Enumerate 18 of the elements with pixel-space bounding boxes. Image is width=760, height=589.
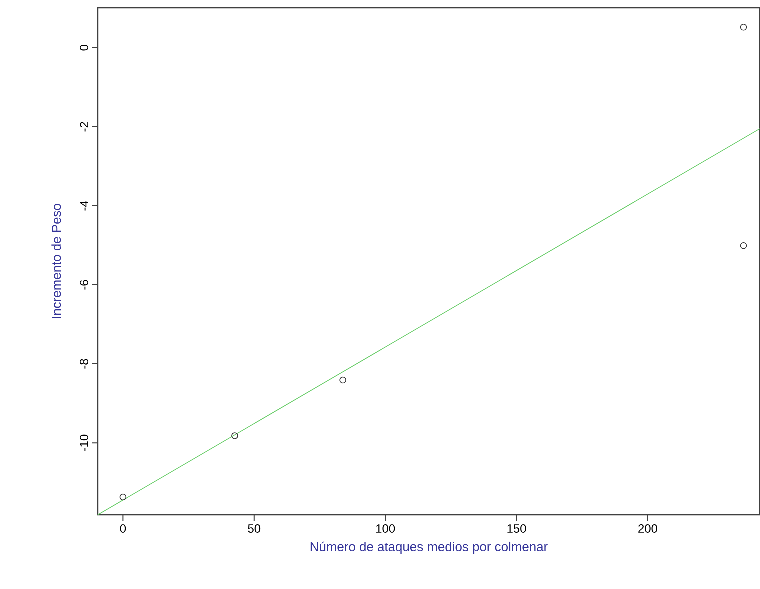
point bbox=[740, 242, 748, 250]
point bbox=[740, 24, 748, 31]
x-tick-label: 200 bbox=[638, 524, 658, 533]
y-tick-label: -2 bbox=[80, 122, 88, 132]
y-tick-label: -8 bbox=[80, 359, 88, 369]
x-tick-label: 150 bbox=[508, 524, 526, 533]
y-axis-title: Incremento de Peso bbox=[52, 204, 62, 318]
y-tick-label: -6 bbox=[80, 280, 88, 290]
x-tick-label: 100 bbox=[376, 524, 396, 533]
x-tick-label: 0 bbox=[120, 524, 126, 533]
point bbox=[120, 494, 127, 501]
point bbox=[340, 376, 346, 384]
x-tick-label: 50 bbox=[248, 524, 261, 533]
point bbox=[232, 432, 238, 440]
y-tick-label: 0 bbox=[80, 45, 88, 51]
x-axis-title: Número de ataques medios por colmenar bbox=[310, 542, 548, 554]
y-tick-label: -10 bbox=[80, 434, 88, 452]
y-tick-label: -4 bbox=[80, 201, 88, 211]
